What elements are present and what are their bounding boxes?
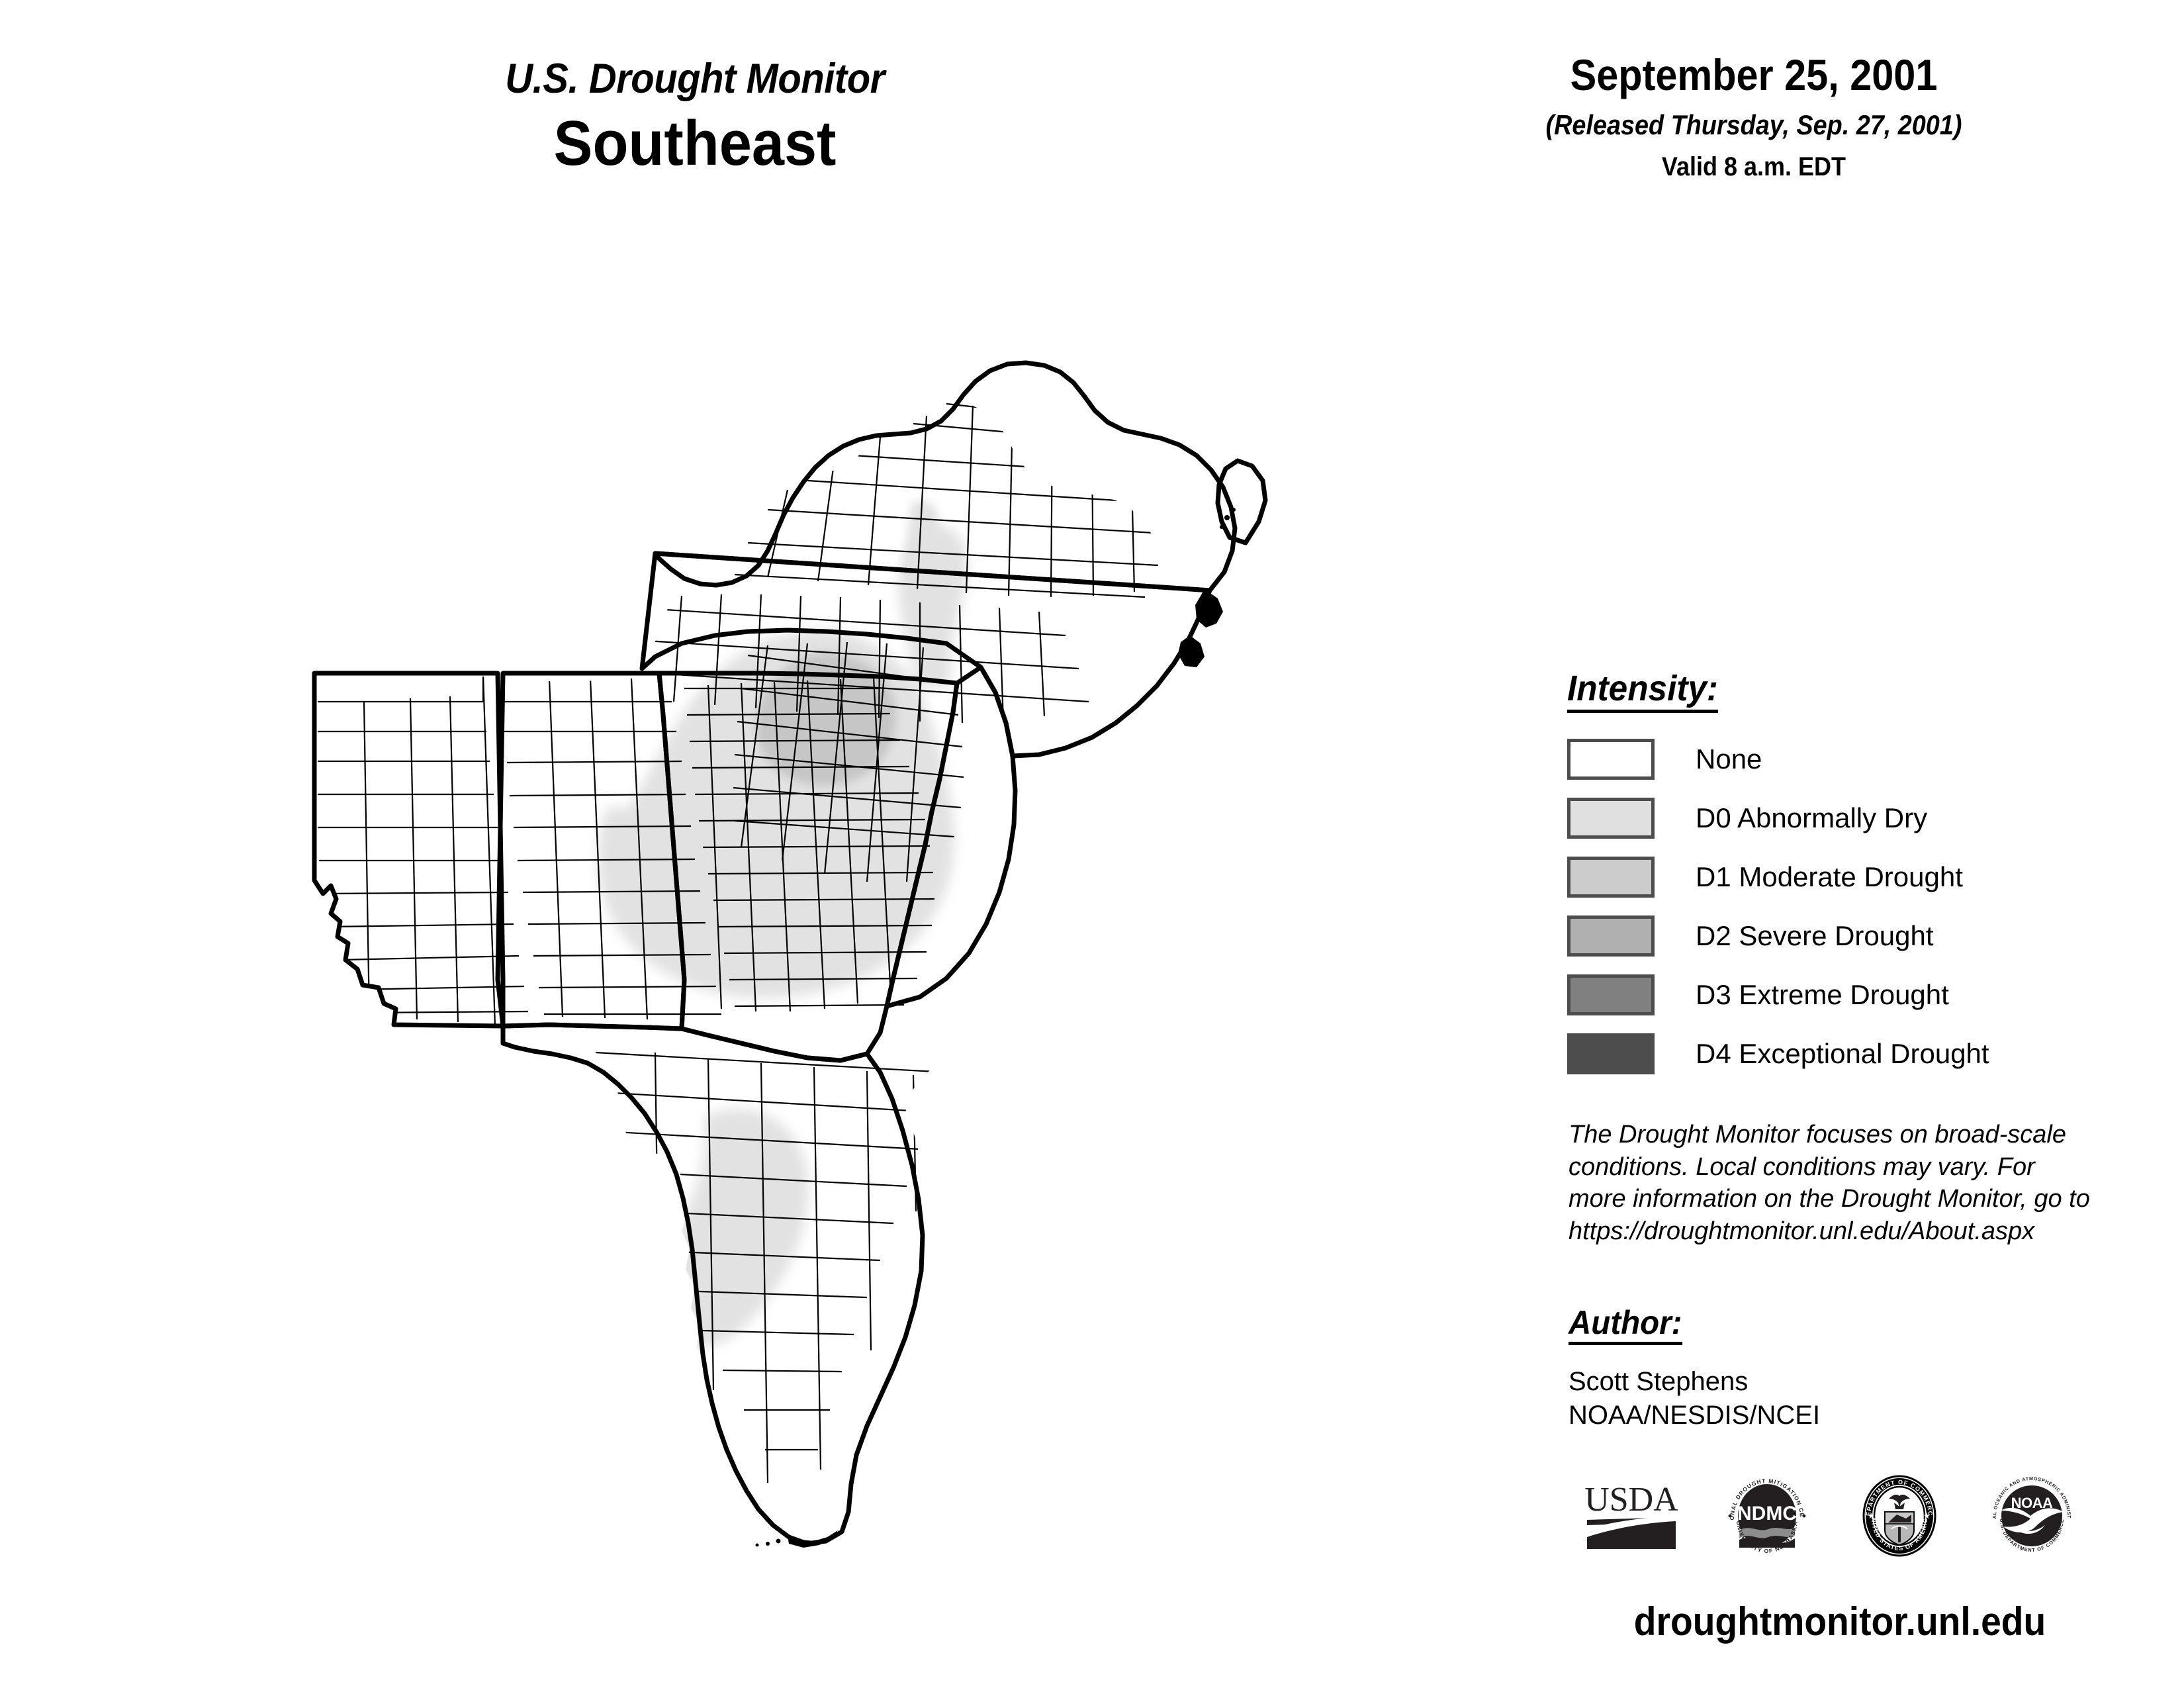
footer-url[interactable]: droughtmonitor.unl.edu	[1633, 1599, 2046, 1644]
legend-swatch-d4	[1567, 1033, 1655, 1075]
coastline-detail	[755, 508, 1236, 1548]
legend-label-d4: D4 Exceptional Drought	[1696, 1038, 1989, 1070]
legend-swatch-d0	[1567, 798, 1655, 839]
legend-item-d1[interactable]: D1 Moderate Drought	[1567, 848, 2136, 907]
ndmc-logo[interactable]: NDMC NATIONAL DROUGHT MITIGATION CENTER …	[1721, 1470, 1813, 1562]
date-block: September 25, 2001 (Released Thursday, S…	[1456, 53, 2052, 180]
author-block: Author: Scott Stephens NOAA/NESDIS/NCEI	[1569, 1305, 2098, 1432]
author-heading: Author:	[1569, 1305, 1682, 1345]
drought-shading-layer	[598, 500, 968, 1348]
doc-seal-logo[interactable]: DEPARTMENT OF COMMERCE UNITED STATES OF …	[1853, 1470, 1946, 1562]
legend-item-d0[interactable]: D0 Abnormally Dry	[1567, 789, 2136, 848]
usda-logo-text: USDA	[1584, 1481, 1678, 1519]
legend-label-d0: D0 Abnormally Dry	[1696, 802, 1928, 834]
intensity-legend: Intensity: None D0 Abnormally Dry D1 Mod…	[1567, 670, 2136, 1084]
author-organization: NOAA/NESDIS/NCEI	[1569, 1400, 1821, 1430]
southeast-drought-map[interactable]	[285, 344, 1330, 1556]
legend-swatch-d1	[1567, 857, 1655, 898]
legend-item-d3[interactable]: D3 Extreme Drought	[1567, 966, 2136, 1025]
state-virginia	[653, 360, 1238, 593]
legend-label-d2: D2 Severe Drought	[1696, 920, 1934, 952]
page-title-subtitle: U.S. Drought Monitor	[505, 56, 885, 102]
d0-area-north-central-florida	[663, 1109, 809, 1348]
legend-swatch-none	[1567, 739, 1655, 780]
legend-label-none: None	[1696, 743, 1762, 775]
legend-item-none[interactable]: None	[1567, 730, 2136, 789]
page-title-region: Southeast	[553, 108, 837, 179]
eastern-shore	[1215, 458, 1268, 545]
disclaimer-text: The Drought Monitor focuses on broad-sca…	[1569, 1121, 2090, 1245]
valid-time: Valid 8 a.m. EDT	[1661, 152, 1846, 181]
legend-label-d1: D1 Moderate Drought	[1696, 861, 1963, 893]
legend-item-d2[interactable]: D2 Severe Drought	[1567, 907, 2136, 966]
legend-rows: None D0 Abnormally Dry D1 Moderate Droug…	[1567, 730, 2136, 1084]
legend-item-d4[interactable]: D4 Exceptional Drought	[1567, 1025, 2136, 1084]
noaa-logo[interactable]: NOAA NATIONAL OCEANIC AND ATMOSPHERIC AD…	[1985, 1470, 2078, 1562]
legend-label-d3: D3 Extreme Drought	[1696, 979, 1949, 1011]
map-svg	[312, 360, 1268, 1548]
partner-logos: USDA NDMC NATIONAL DROUGHT MITIGATION CE…	[1582, 1453, 2111, 1579]
legend-title: Intensity:	[1567, 670, 1719, 713]
legend-swatch-d3	[1567, 974, 1655, 1016]
usda-logo[interactable]: USDA	[1582, 1476, 1681, 1556]
title-block: U.S. Drought Monitor Southeast	[397, 58, 993, 175]
county-boundaries	[318, 402, 1165, 1483]
d0-area-southern-virginia	[905, 500, 940, 580]
author-name: Scott Stephens	[1569, 1366, 1749, 1396]
svg-text:★: ★	[1923, 1511, 1931, 1521]
release-date: (Released Thursday, Sep. 27, 2001)	[1545, 109, 1962, 140]
legend-swatch-d2	[1567, 915, 1655, 957]
ndmc-logo-text: NDMC	[1737, 1503, 1797, 1524]
svg-text:★: ★	[1868, 1511, 1875, 1521]
state-mississippi	[312, 671, 506, 1029]
noaa-logo-text: NOAA	[2011, 1495, 2053, 1511]
valid-date: September 25, 2001	[1570, 50, 1938, 99]
